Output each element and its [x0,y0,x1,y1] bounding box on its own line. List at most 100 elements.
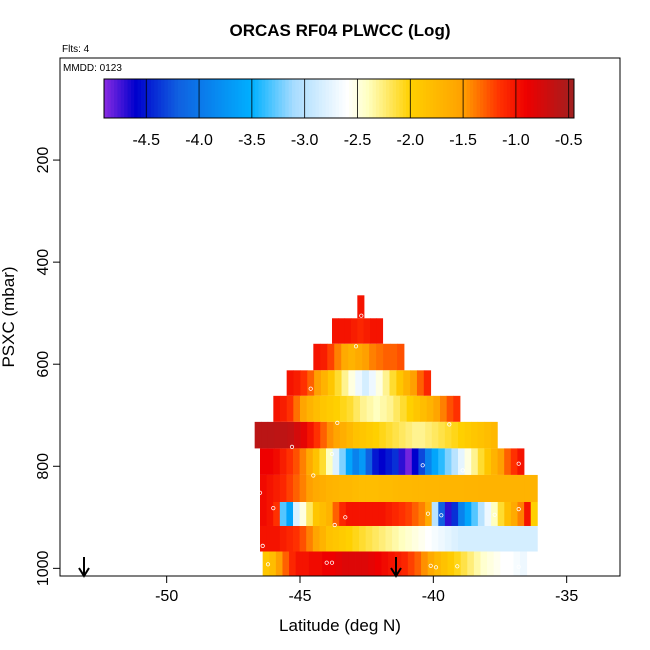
heatmap-cell [451,474,459,502]
heatmap-cell [418,525,426,552]
heatmap-cell [260,474,267,502]
heatmap-cell [477,525,485,552]
colorbar-swatch [490,79,494,118]
heatmap-cell [510,474,518,502]
heatmap-cell [345,502,353,526]
heatmap-cell [332,318,339,344]
heatmap-cell [394,551,402,576]
heatmap-cell [385,502,393,526]
heatmap-cell [451,421,459,449]
heatmap-cell [379,421,387,449]
colorbar-swatch [446,79,451,118]
heatmap-cell [410,370,418,396]
sample-marker [516,506,521,512]
colorbar-swatch [372,79,377,118]
heatmap-cell [497,448,505,475]
heatmap-cell [299,474,307,502]
heatmap-cell [300,395,308,422]
heatmap-cell [416,370,425,396]
heatmap-cell [286,395,294,422]
colorbar-swatch [204,79,209,118]
heatmap-cell [368,370,377,396]
heatmap-cell [390,343,398,371]
heatmap-cell [293,502,301,526]
heatmap-cell [473,551,481,576]
colorbar-swatch [543,79,548,118]
colorbar-swatch [134,79,139,118]
heatmap-cell [471,525,479,552]
heatmap-cell [457,421,465,449]
colorbar-swatch [563,79,568,118]
heatmap-cell [405,448,413,475]
sample-marker [257,490,263,495]
heatmap-cell [359,421,367,449]
heatmap-cell [362,370,370,396]
heatmap-cell [444,502,452,526]
heatmap-cell [467,551,475,576]
y-tick-label: 600 [35,351,52,378]
colorbar-swatch [228,79,233,118]
heatmap-cell [431,525,439,552]
heatmap-cell [320,421,328,449]
heatmap-cell [484,525,492,552]
colorbar-swatch [161,79,165,118]
heatmap-cell [431,448,439,475]
colorbar-swatch [201,79,206,118]
heatmap-cell [359,502,367,526]
heatmap-cell [434,551,442,576]
heatmap-cell [279,502,287,526]
heatmap-cell [261,421,269,449]
sample-marker [516,564,521,569]
heatmap-cell [319,448,327,475]
colorbar-swatch [426,79,431,118]
heatmap-cell [306,448,314,475]
heatmap-cell [339,421,347,449]
colorbar-swatch [382,79,387,118]
heatmap-cell [357,295,365,319]
heatmap-cell [491,502,499,526]
heatmap-cell [477,421,485,449]
heatmap-cell [373,395,381,422]
heatmap-cell [451,448,459,475]
heatmap-cell [345,474,353,502]
colorbar-swatch [399,79,404,118]
heatmap-cell [300,421,308,449]
heatmap-cell [517,525,525,552]
heatmap-cell [351,318,358,344]
heatmap-cell [418,421,426,449]
heatmap-cell [444,525,452,552]
heatmap-cell [491,525,499,552]
heatmap-cell [378,448,386,475]
heatmap-cell [530,474,538,502]
colorbar-tick-label: -3.5 [238,132,266,149]
heatmap-cell [280,421,288,449]
heatmap-cell [451,502,459,526]
heatmap-cell [289,551,297,576]
heatmap-cell [372,502,380,526]
heatmap-cell [312,502,320,526]
heatmap-cell [425,448,432,475]
heatmap-cell [312,474,320,502]
colorbar-swatch [473,79,478,118]
heatmap-cell [392,502,400,526]
heatmap-cell [454,551,462,576]
colorbar-swatch [238,79,243,118]
heatmap-cell [279,474,287,502]
colorbar-swatch [342,79,347,118]
sample-marker [447,422,452,427]
heatmap-cell [266,525,274,552]
colorbar-swatch [567,79,572,118]
colorbar-swatch [298,79,303,118]
heatmap-cell [299,448,307,475]
heatmap-cell [345,448,353,475]
heatmap-cell [504,448,512,475]
colorbar-swatch [557,79,562,118]
colorbar-tick-label: -2.5 [344,132,372,149]
heatmap-cell [513,551,521,576]
heatmap-cell [332,502,340,526]
heatmap-cell [374,551,382,576]
heatmap-cell [376,343,384,371]
x-tick-label: -35 [555,588,578,605]
heatmap-cell [295,551,303,576]
heatmap-cell [338,318,346,344]
